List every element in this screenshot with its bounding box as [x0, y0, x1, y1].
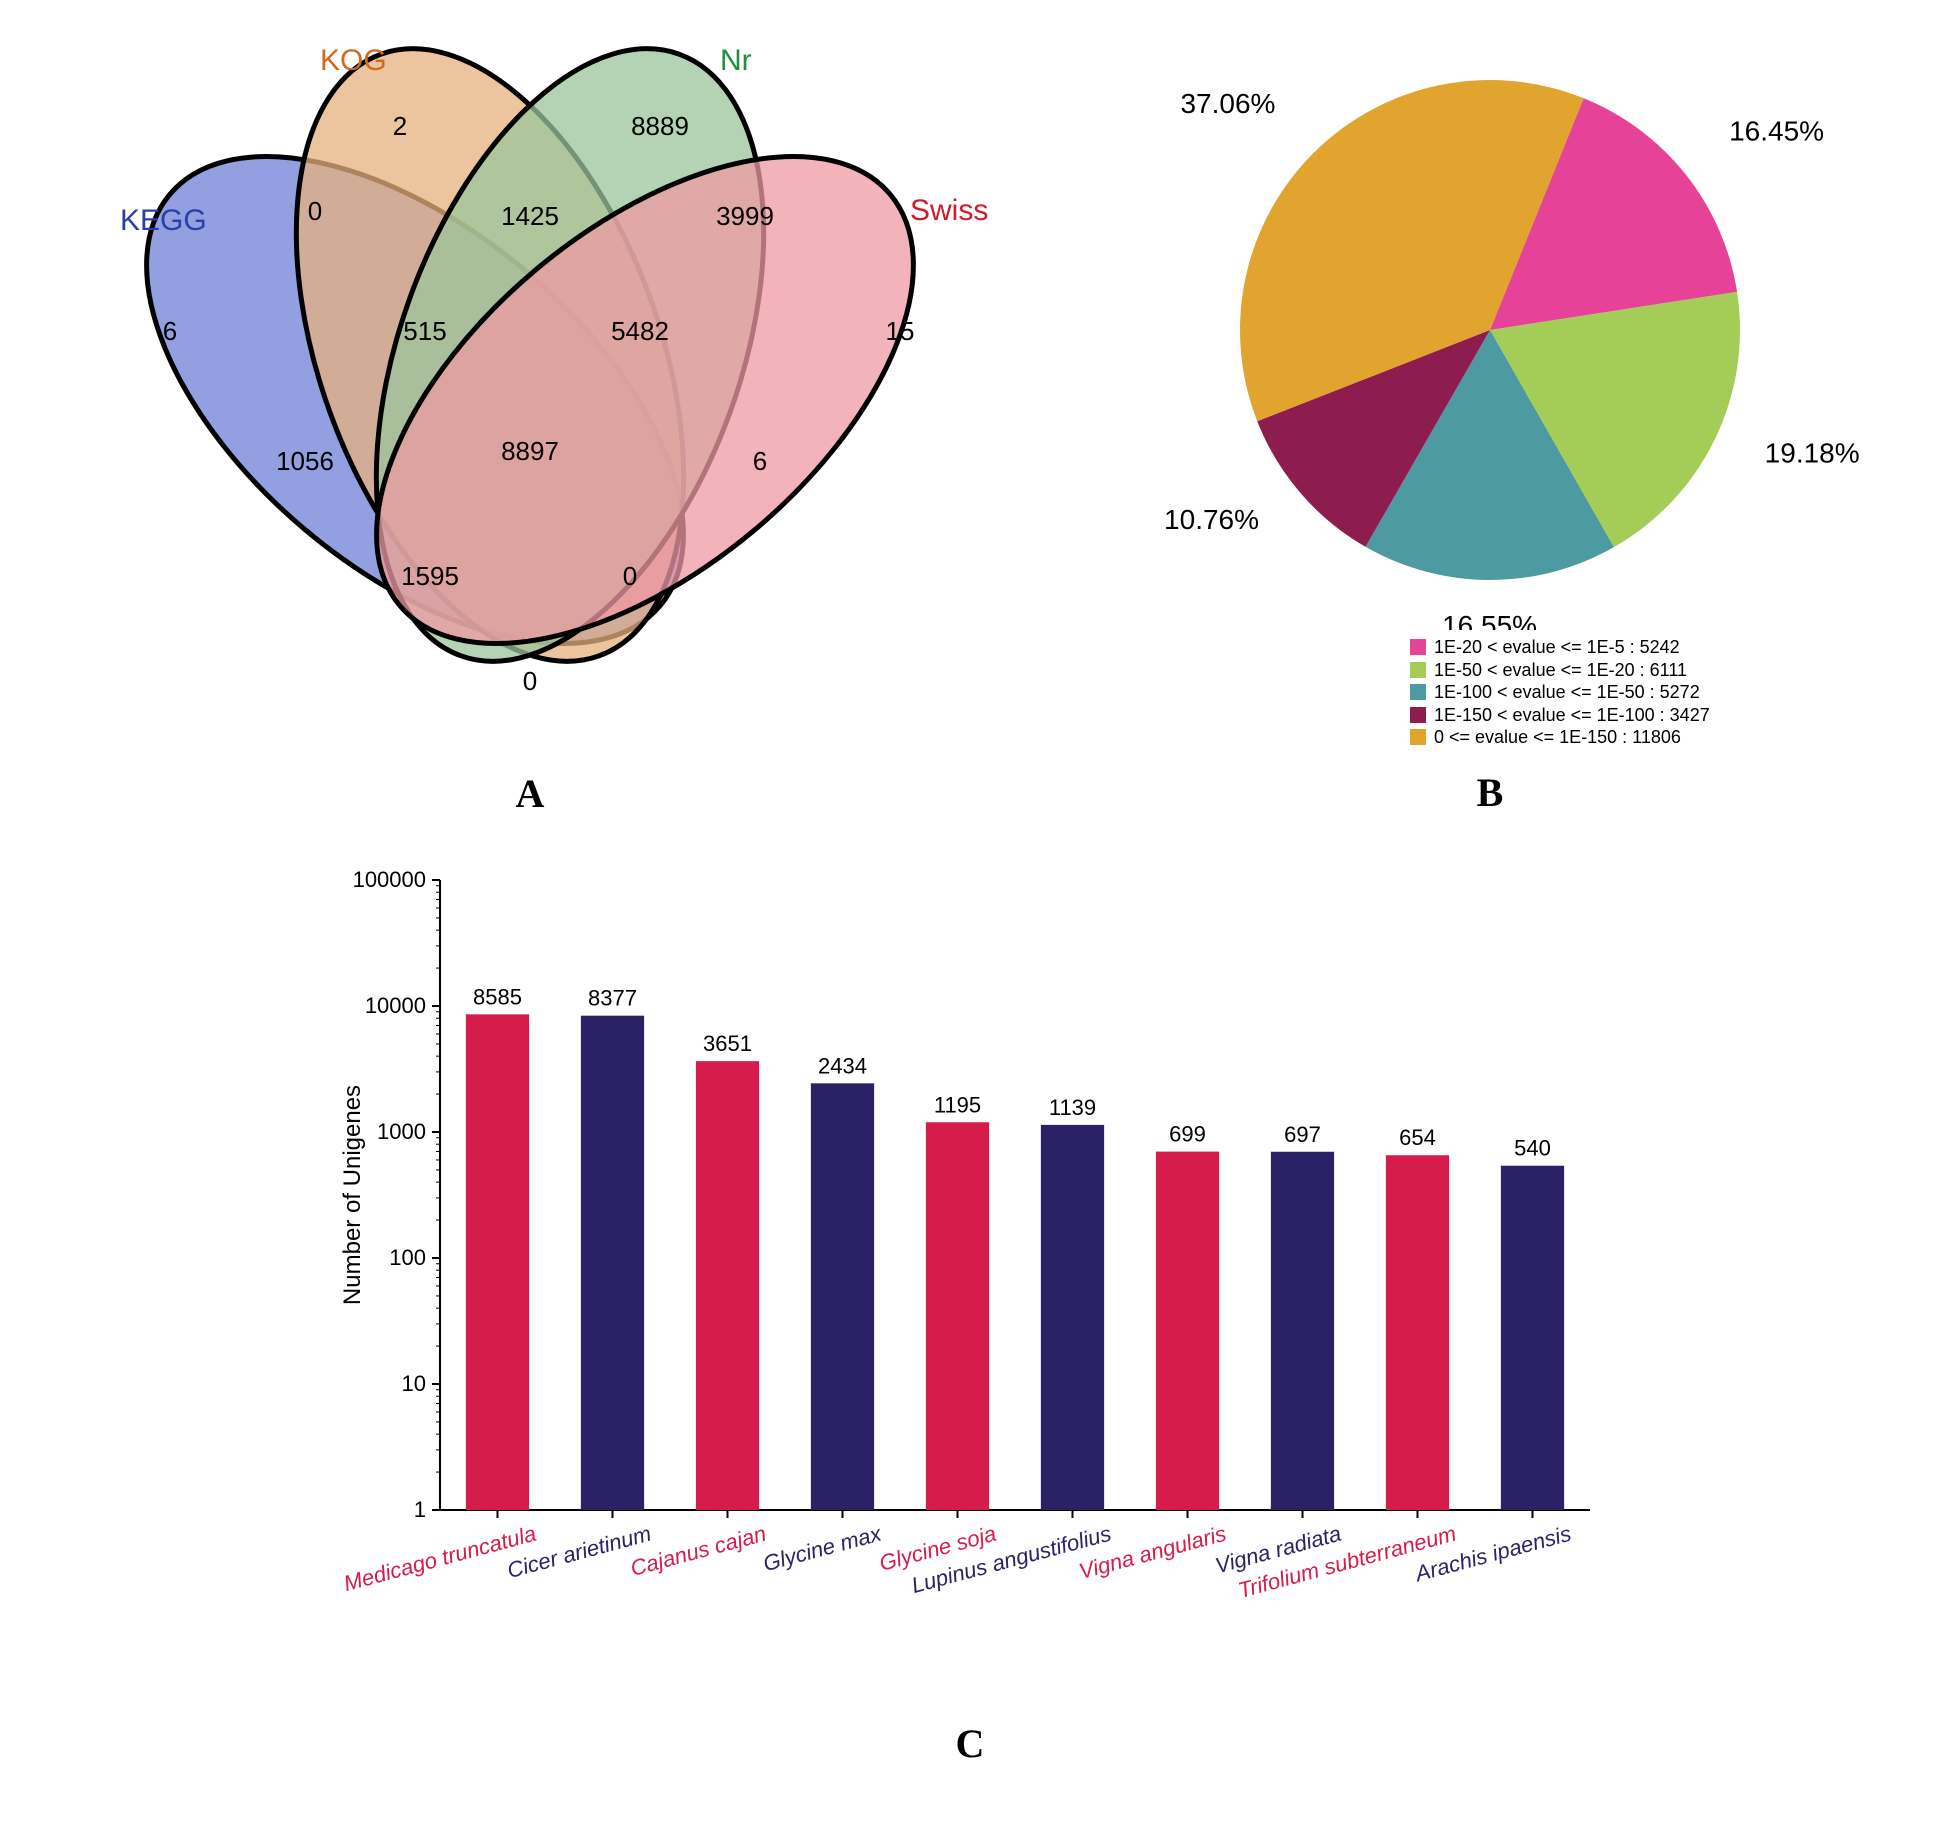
svg-text:1000: 1000	[377, 1119, 426, 1144]
pie-legend-label: 1E-20 < evalue <= 1E-5 : 5242	[1434, 636, 1680, 659]
svg-text:3651: 3651	[703, 1031, 752, 1056]
svg-text:KEGG: KEGG	[120, 204, 207, 237]
pie-legend-label: 1E-150 < evalue <= 1E-100 : 3427	[1434, 704, 1710, 727]
svg-text:1056: 1056	[276, 446, 334, 476]
svg-text:5482: 5482	[611, 316, 669, 346]
svg-text:0: 0	[308, 196, 322, 226]
svg-text:2434: 2434	[818, 1053, 867, 1078]
pie-legend-row: 1E-150 < evalue <= 1E-100 : 3427	[1410, 704, 1900, 727]
svg-text:699: 699	[1169, 1122, 1206, 1147]
svg-text:37.06%: 37.06%	[1180, 88, 1275, 119]
svg-text:16.55%: 16.55%	[1442, 610, 1537, 630]
svg-text:0: 0	[523, 666, 537, 696]
svg-text:100: 100	[389, 1245, 426, 1270]
pie-legend-row: 0 <= evalue <= 1E-150 : 11806	[1410, 726, 1900, 749]
svg-text:Nr: Nr	[720, 44, 752, 77]
svg-text:Glycine max: Glycine max	[760, 1520, 884, 1576]
bar-chart: 1 10 100 1000 10000 100000 Number of Unigenes 8…	[320, 850, 1620, 1710]
panel-c: 1 10 100 1000 10000 100000 Number of Unigenes 8…	[320, 850, 1620, 1767]
pie-legend-swatch	[1410, 684, 1426, 700]
svg-text:540: 540	[1514, 1136, 1551, 1161]
svg-text:654: 654	[1399, 1125, 1436, 1150]
panel-c-label: C	[320, 1720, 1620, 1767]
venn-diagram: KEGG KOG Nr Swiss 6 2 8889 15 0 1425 3999 0 1056 6 515…	[40, 30, 1020, 750]
pie-legend: 1E-20 < evalue <= 1E-5 : 52421E-50 < eva…	[1410, 636, 1900, 749]
svg-text:1139: 1139	[1049, 1095, 1096, 1120]
svg-text:Swiss: Swiss	[910, 194, 988, 227]
svg-text:100000: 100000	[353, 867, 426, 892]
pie-legend-label: 1E-50 < evalue <= 1E-20 : 6111	[1434, 659, 1687, 682]
svg-text:1: 1	[414, 1497, 426, 1522]
panel-b-label: B	[1080, 769, 1900, 816]
svg-text:6: 6	[753, 446, 767, 476]
svg-text:10.76%: 10.76%	[1164, 504, 1259, 535]
pie-chart: 16.45% 19.18% 16.55% 10.76% 37.06%	[1080, 30, 1900, 630]
svg-text:1195: 1195	[934, 1092, 981, 1117]
svg-text:8889: 8889	[631, 111, 689, 141]
pie-legend-label: 0 <= evalue <= 1E-150 : 11806	[1434, 726, 1681, 749]
panel-a-label: A	[40, 770, 1020, 817]
svg-text:Number of Unigenes: Number of Unigenes	[339, 1085, 366, 1305]
svg-text:19.18%: 19.18%	[1765, 438, 1860, 469]
svg-text:1425: 1425	[501, 201, 559, 231]
svg-text:KOG: KOG	[320, 44, 387, 77]
svg-text:10: 10	[402, 1371, 426, 1396]
pie-legend-row: 1E-20 < evalue <= 1E-5 : 5242	[1410, 636, 1900, 659]
svg-text:10000: 10000	[365, 993, 426, 1018]
panel-a: KEGG KOG Nr Swiss 6 2 8889 15 0 1425 3999 0 1056 6 515…	[40, 30, 1020, 817]
svg-text:0: 0	[623, 561, 637, 591]
svg-text:6: 6	[163, 316, 177, 346]
svg-text:2: 2	[393, 111, 407, 141]
svg-text:1595: 1595	[401, 561, 459, 591]
svg-text:515: 515	[403, 316, 446, 346]
panel-b: 16.45% 19.18% 16.55% 10.76% 37.06% 1E-20 < e…	[1080, 30, 1900, 816]
pie-legend-swatch	[1410, 662, 1426, 678]
pie-legend-swatch	[1410, 707, 1426, 723]
svg-text:697: 697	[1284, 1122, 1321, 1147]
pie-legend-swatch	[1410, 729, 1426, 745]
svg-text:16.45%: 16.45%	[1729, 116, 1824, 147]
svg-text:8897: 8897	[501, 436, 559, 466]
figure: KEGG KOG Nr Swiss 6 2 8889 15 0 1425 3999 0 1056 6 515…	[20, 20, 1926, 1806]
pie-legend-swatch	[1410, 639, 1426, 655]
svg-text:15: 15	[886, 316, 915, 346]
pie-legend-label: 1E-100 < evalue <= 1E-50 : 5272	[1434, 681, 1700, 704]
pie-legend-row: 1E-100 < evalue <= 1E-50 : 5272	[1410, 681, 1900, 704]
pie-legend-row: 1E-50 < evalue <= 1E-20 : 6111	[1410, 659, 1900, 682]
svg-text:3999: 3999	[716, 201, 774, 231]
svg-text:8585: 8585	[473, 984, 522, 1009]
svg-text:8377: 8377	[588, 986, 637, 1011]
